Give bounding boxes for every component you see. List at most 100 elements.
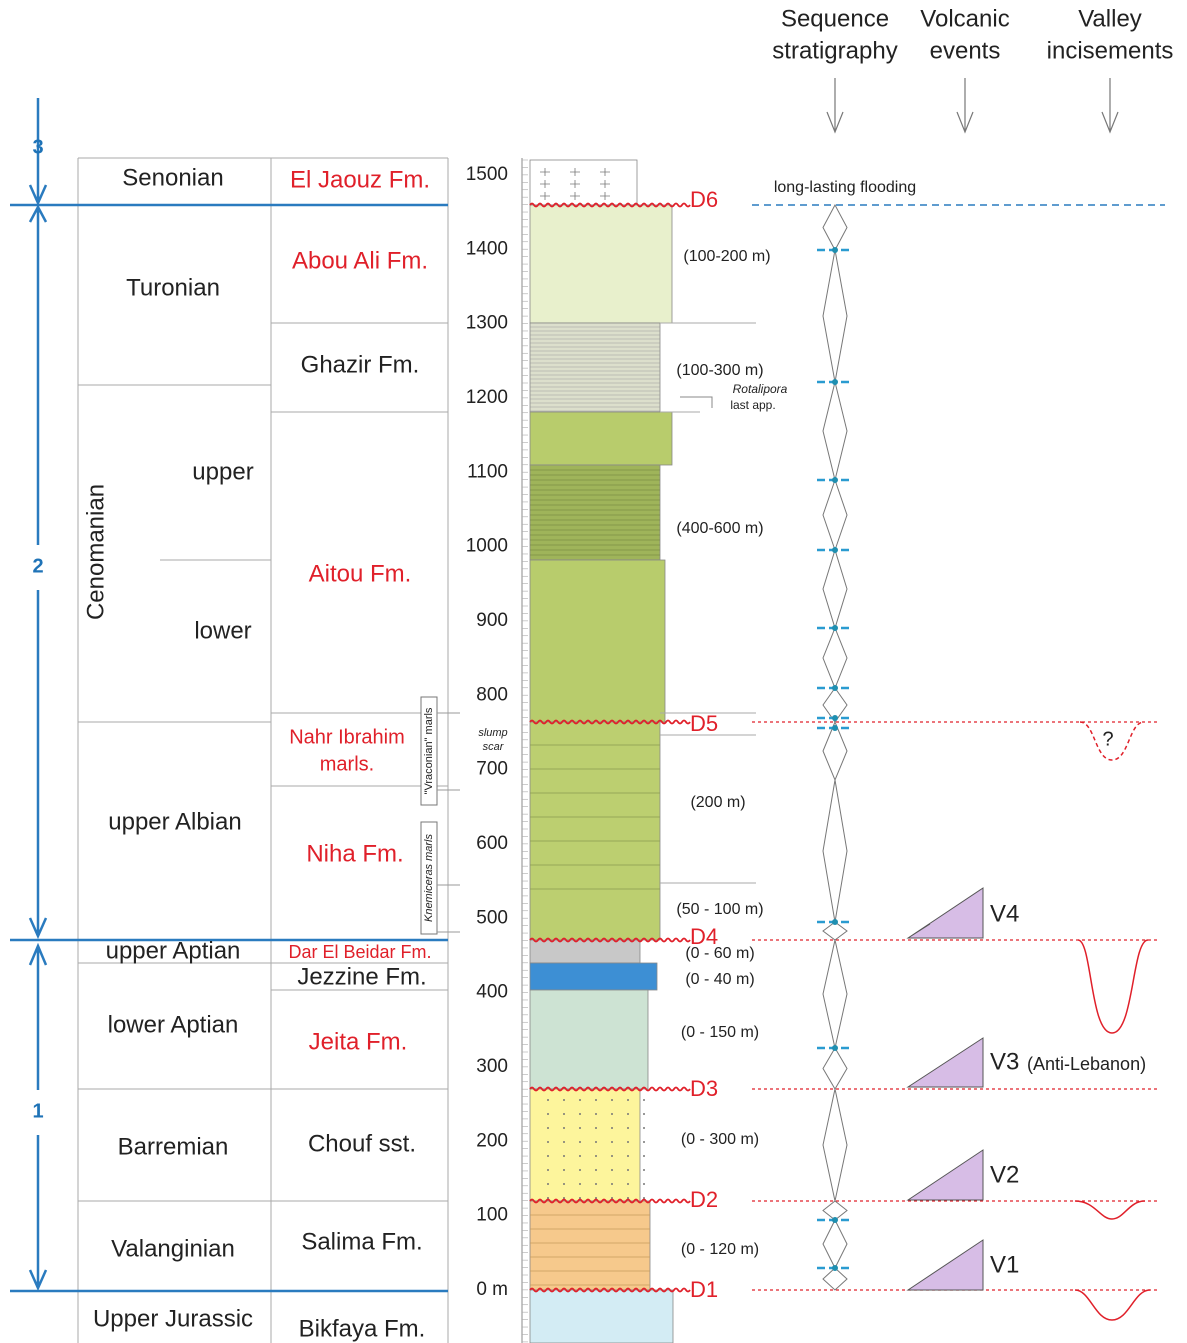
sand-dot xyxy=(563,1183,565,1185)
marker-lines xyxy=(660,322,756,884)
cycle xyxy=(822,203,848,252)
cycle xyxy=(822,1047,848,1090)
sand-dot xyxy=(627,1155,629,1157)
sand-dot xyxy=(595,1183,597,1185)
chalk-cross xyxy=(570,180,580,188)
sand-dot xyxy=(579,1127,581,1129)
sand-dot xyxy=(627,1113,629,1115)
stage: Upper Jurassic xyxy=(93,1305,253,1332)
formation: Nahr Ibrahim xyxy=(289,726,405,748)
sand-dot xyxy=(547,1141,549,1143)
cycle xyxy=(822,1218,848,1270)
scale-label: 900 xyxy=(476,610,508,631)
scale-label: 1400 xyxy=(466,238,508,259)
thickness: (0 - 120 m) xyxy=(681,1241,759,1258)
sand-dot xyxy=(611,1183,613,1185)
scale-label: 1000 xyxy=(466,536,508,557)
cycle xyxy=(822,939,848,1049)
scale-label: 500 xyxy=(476,907,508,928)
sand-dot xyxy=(643,1099,645,1101)
wavy-line xyxy=(529,719,691,725)
chalk-cross xyxy=(600,180,610,188)
scale-label: 700 xyxy=(476,759,508,780)
headers: Sequence stratigraphy Volcanic events Va… xyxy=(772,5,1173,134)
stage: upper xyxy=(192,458,253,485)
wavy-line xyxy=(529,202,691,208)
volcanic-events xyxy=(906,887,984,1291)
scale-label: 300 xyxy=(476,1056,508,1077)
chalk-cross xyxy=(600,168,610,176)
volcanic-label: V1 xyxy=(990,1251,1019,1278)
sequence-number: 3 xyxy=(32,136,43,158)
stage: lower Aptian xyxy=(108,1011,239,1038)
formation: Aitou Fm. xyxy=(309,560,412,587)
note: Rotalipora xyxy=(733,382,788,396)
formation: Jezzine Fm. xyxy=(297,963,426,990)
sand-dot xyxy=(643,1127,645,1129)
discontinuity-label: D3 xyxy=(690,1076,718,1101)
sand-dot xyxy=(563,1155,565,1157)
cycle xyxy=(822,626,848,690)
chalk-cross xyxy=(540,180,550,188)
sand-dot xyxy=(579,1141,581,1143)
sand-dot xyxy=(627,1099,629,1101)
sand-dot xyxy=(579,1113,581,1115)
sand-dot xyxy=(547,1113,549,1115)
scale-label: 1500 xyxy=(466,164,508,185)
thickness: (0 - 150 m) xyxy=(681,1024,759,1041)
marker-dot xyxy=(832,625,838,631)
sand-dot xyxy=(547,1183,549,1185)
lithologic-column xyxy=(529,159,674,1343)
sand-dot xyxy=(595,1155,597,1157)
wavy-line xyxy=(529,1287,691,1293)
sand-dot xyxy=(643,1141,645,1143)
sand-dot xyxy=(595,1099,597,1101)
formation: Chouf sst. xyxy=(308,1130,416,1157)
question-mark: ? xyxy=(1102,728,1113,750)
cycle xyxy=(822,381,848,481)
sequence-stratigraphy xyxy=(822,203,848,1291)
sand-dot xyxy=(547,1155,549,1157)
flooding-markers xyxy=(817,247,853,1271)
chalk-cross xyxy=(570,168,580,176)
sequence-number: 1 xyxy=(32,1100,43,1122)
cycle xyxy=(822,1267,848,1291)
sand-dot xyxy=(643,1113,645,1115)
note: slump xyxy=(478,727,507,739)
wavy-line xyxy=(529,1198,691,1204)
thickness: (100-300 m) xyxy=(676,362,763,379)
sand-dot xyxy=(643,1155,645,1157)
valley-incisions xyxy=(1074,721,1151,1321)
sand-dot xyxy=(563,1099,565,1101)
sand-dot xyxy=(643,1183,645,1185)
discontinuity-label: D2 xyxy=(690,1187,718,1212)
thickness: (200 m) xyxy=(690,794,745,811)
scale-label: 1300 xyxy=(466,313,508,334)
scale-label: 0 m xyxy=(476,1279,508,1300)
marker-dot xyxy=(832,1045,838,1051)
formation: Niha Fm. xyxy=(306,840,403,867)
cycle xyxy=(822,548,848,630)
thickness: (50 - 100 m) xyxy=(676,901,763,918)
sand-dot xyxy=(595,1197,597,1199)
stage: Cenomanian xyxy=(82,484,109,620)
header: Volcanic xyxy=(920,5,1009,32)
formation: marls. xyxy=(320,753,374,775)
sand-dot xyxy=(579,1183,581,1185)
sand-dot xyxy=(627,1197,629,1199)
sand-dot xyxy=(611,1197,613,1199)
cycle xyxy=(822,779,848,923)
chalk-cross xyxy=(540,192,550,200)
marker-dot xyxy=(832,919,838,925)
marl-boxes xyxy=(420,696,460,935)
formation: Ghazir Fm. xyxy=(301,351,420,378)
sand-dot xyxy=(611,1155,613,1157)
marker-dot xyxy=(832,715,838,721)
formation: Abou Ali Fm. xyxy=(292,247,428,274)
header: Valley xyxy=(1078,5,1142,32)
marker-dot xyxy=(832,1217,838,1223)
chalk-cross xyxy=(600,192,610,200)
note-leader xyxy=(680,396,713,408)
thickness: (100-200 m) xyxy=(683,248,770,265)
